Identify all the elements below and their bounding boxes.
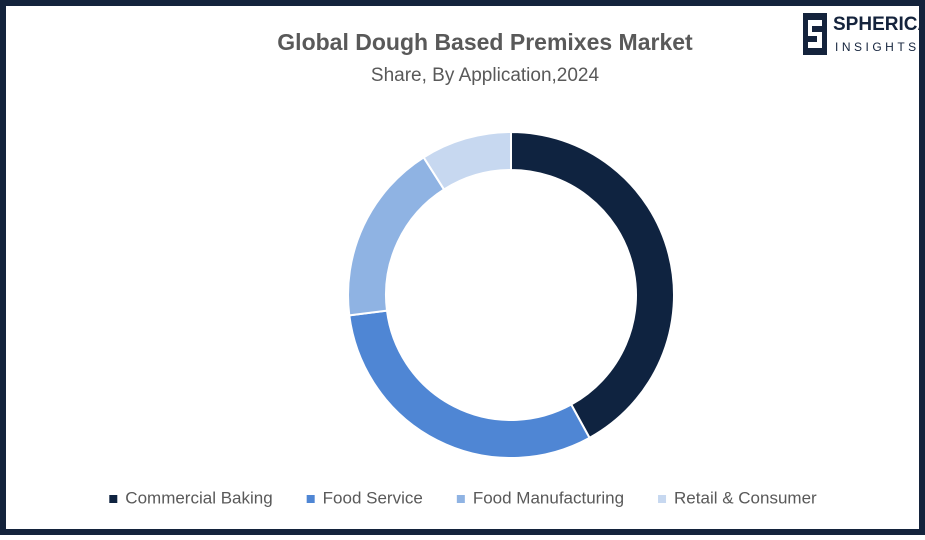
legend-label: Food Manufacturing — [473, 488, 624, 507]
donut-segment — [510, 130, 675, 440]
legend-label: Commercial Baking — [125, 488, 272, 507]
legend-swatch — [306, 495, 315, 503]
logo-name: SPHERICAL — [833, 14, 925, 35]
legend-label: Food Service — [323, 488, 423, 507]
chart-subtitle: Share, By Application,2024 — [371, 65, 600, 86]
legend-swatch — [658, 495, 667, 503]
logo-mark — [808, 20, 822, 48]
chart-title: Global Dough Based Premixes Market — [277, 29, 693, 55]
legend-swatch — [456, 495, 465, 503]
donut-segment — [422, 130, 512, 191]
logo-tagline: INSIGHTS — [835, 40, 920, 54]
logo: SPHERICAL INSIGHTS — [803, 13, 925, 55]
legend-swatch — [109, 495, 118, 503]
legend-label: Retail & Consumer — [674, 488, 817, 507]
